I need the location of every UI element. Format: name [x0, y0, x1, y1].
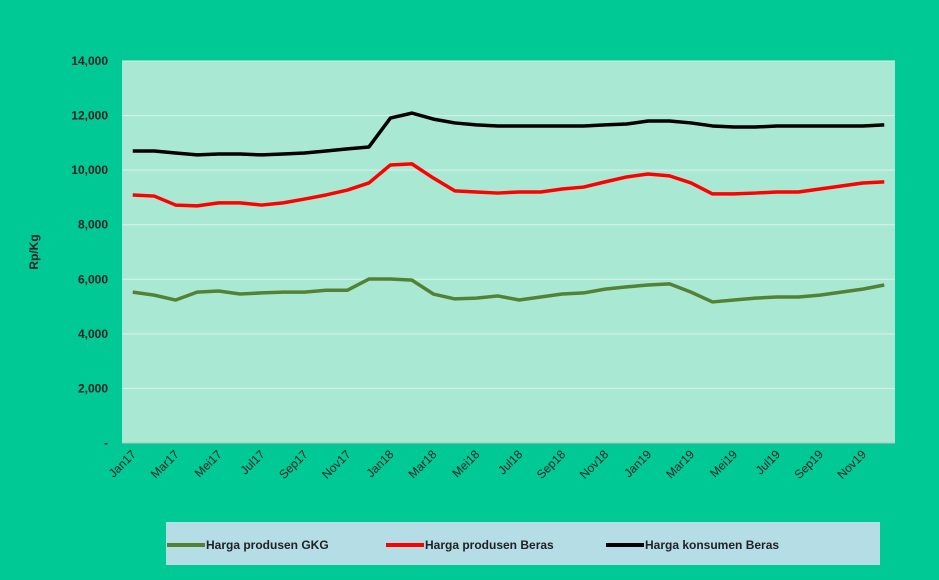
y-tick-label: 4,000	[78, 327, 108, 341]
y-axis-title: Rp/Kg	[27, 234, 41, 269]
legend-label: Harga produsen GKG	[206, 538, 329, 552]
y-tick-label: 2,000	[78, 381, 108, 395]
series-line	[132, 111, 885, 157]
y-tick-label: 12,000	[71, 109, 108, 123]
series-line	[132, 162, 885, 208]
legend-label: Harga produsen Beras	[425, 538, 554, 552]
y-tick-label: 14,000	[71, 54, 108, 68]
y-tick-label: 10,000	[71, 163, 108, 177]
y-tick-label: 6,000	[78, 272, 108, 286]
y-tick-label: 8,000	[78, 218, 108, 232]
legend-label: Harga konsumen Beras	[645, 538, 779, 552]
legend-box	[166, 522, 880, 565]
plot-area	[122, 61, 895, 443]
y-tick-label: -	[104, 436, 108, 450]
series-line	[132, 277, 885, 304]
